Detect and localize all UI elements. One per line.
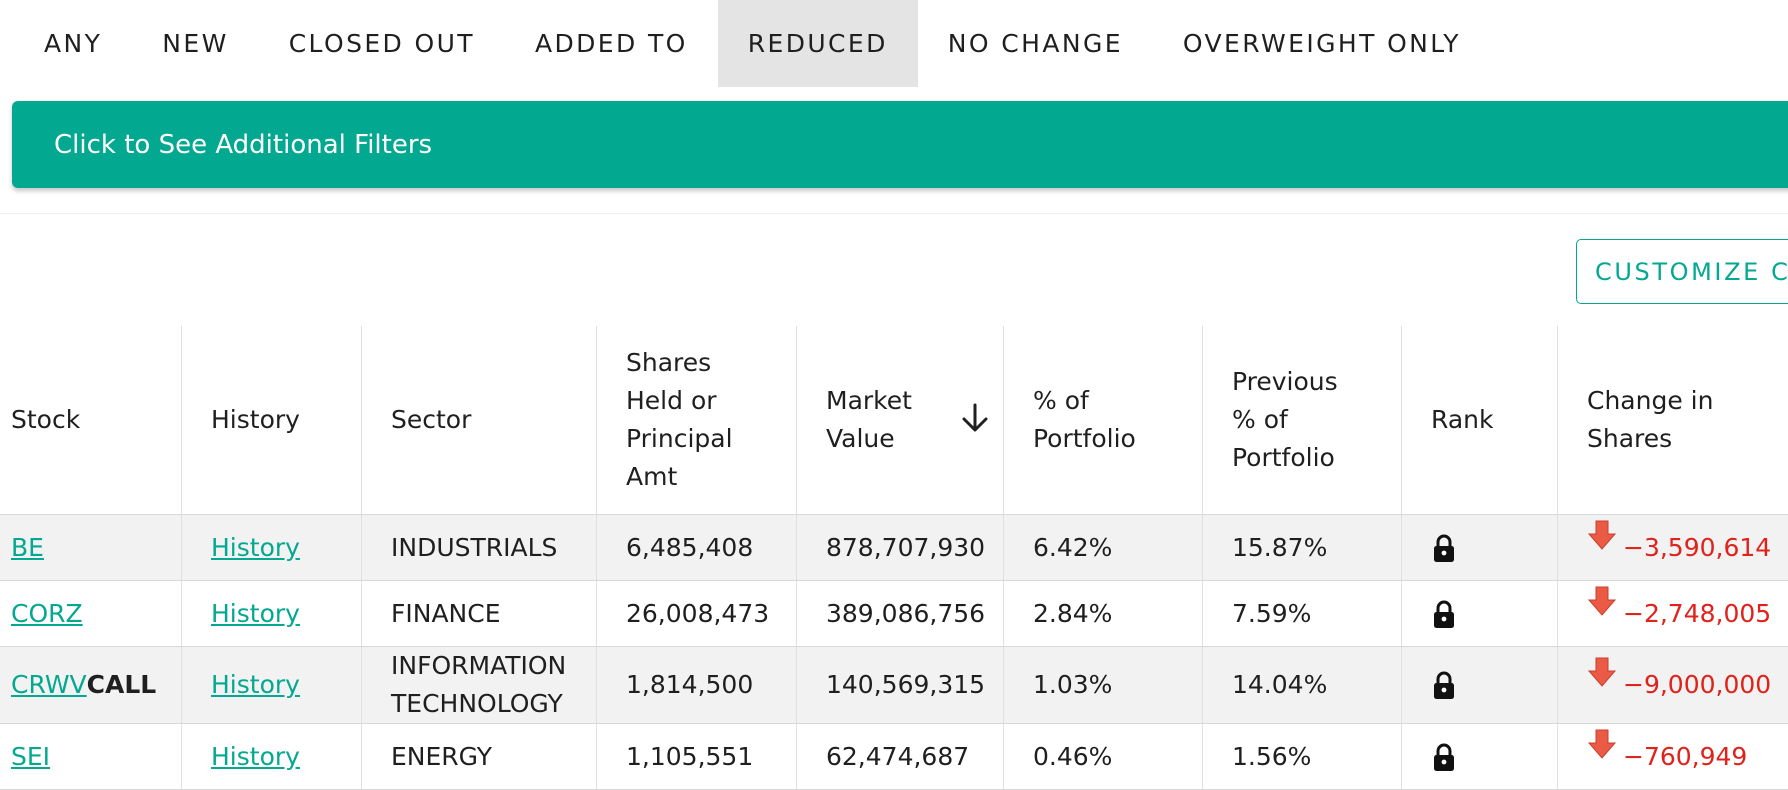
header-sector[interactable]: Sector [362, 326, 597, 514]
lock-icon[interactable] [1431, 670, 1457, 700]
header-rank[interactable]: Rank [1402, 326, 1558, 514]
down-arrow-icon [1587, 729, 1617, 759]
table-row: BE History INDUSTRIALS 6,485,408 878,707… [0, 515, 1788, 581]
sector-cell: ENERGY [362, 724, 597, 789]
sector-cell: INDUSTRIALS [362, 515, 597, 580]
header-shares[interactable]: Shares Held or Principal Amt [597, 326, 797, 514]
change-cell: −3,590,614 [1558, 515, 1788, 580]
history-link[interactable]: History [211, 670, 300, 699]
header-prev-pct-portfolio[interactable]: Previous % of Portfolio [1203, 326, 1402, 514]
sector-cell: FINANCE [362, 581, 597, 646]
sector-cell: INFORMATION TECHNOLOGY [362, 647, 597, 723]
lock-icon[interactable] [1431, 742, 1457, 772]
shares-cell: 1,814,500 [597, 647, 797, 723]
pct-cell: 6.42% [1004, 515, 1203, 580]
filter-tabs: ANY NEW CLOSED OUT ADDED TO REDUCED NO C… [0, 0, 1491, 87]
history-link[interactable]: History [211, 741, 300, 771]
lock-icon[interactable] [1431, 533, 1457, 563]
down-arrow-icon [1587, 586, 1617, 616]
change-cell: −9,000,000 [1558, 647, 1788, 723]
table-row: SEI History ENERGY 1,105,551 62,474,687 … [0, 724, 1788, 790]
customize-label: CUSTOMIZE C [1595, 257, 1788, 286]
tab-new[interactable]: NEW [162, 29, 229, 58]
tab-closed-out[interactable]: CLOSED OUT [288, 29, 475, 58]
table-header-row: Stock History Sector Shares Held or Prin… [0, 326, 1788, 515]
prev-pct-cell: 7.59% [1203, 581, 1402, 646]
table-row: CORZ History FINANCE 26,008,473 389,086,… [0, 581, 1788, 647]
down-arrow-icon [1587, 657, 1617, 687]
header-stock[interactable]: Stock [0, 326, 182, 514]
change-cell: −760,949 [1558, 724, 1788, 789]
header-change-in-shares[interactable]: Change in Shares [1587, 386, 1714, 453]
ticker-suffix: CALL [86, 670, 157, 699]
ticker-link[interactable]: SEI [11, 741, 51, 771]
header-history: History [182, 326, 362, 514]
shares-cell: 6,485,408 [597, 515, 797, 580]
market-value-cell: 878,707,930 [797, 515, 1004, 580]
history-link[interactable]: History [211, 598, 300, 628]
header-pct-portfolio[interactable]: % of Portfolio [1004, 326, 1203, 514]
history-link[interactable]: History [211, 532, 300, 562]
prev-pct-cell: 15.87% [1203, 515, 1402, 580]
header-market-value[interactable]: Market Value [797, 326, 1004, 514]
rank-cell [1402, 515, 1558, 580]
rank-cell [1402, 724, 1558, 789]
shares-cell: 26,008,473 [597, 581, 797, 646]
pct-cell: 2.84% [1004, 581, 1203, 646]
ticker-link[interactable]: BE [11, 532, 44, 562]
tab-no-change[interactable]: NO CHANGE [947, 29, 1123, 58]
rank-cell [1402, 647, 1558, 723]
table-row: CRWV CALL History INFORMATION TECHNOLOGY … [0, 647, 1788, 724]
prev-pct-cell: 1.56% [1203, 724, 1402, 789]
additional-filters-label: Click to See Additional Filters [54, 129, 433, 160]
market-value-cell: 389,086,756 [797, 581, 1004, 646]
tab-added-to[interactable]: ADDED TO [534, 29, 688, 58]
tab-reduced[interactable]: REDUCED [717, 0, 918, 87]
tab-any[interactable]: ANY [44, 29, 103, 58]
additional-filters-button[interactable]: Click to See Additional Filters [12, 101, 1788, 188]
shares-cell: 1,105,551 [597, 724, 797, 789]
prev-pct-cell: 14.04% [1203, 647, 1402, 723]
change-cell: −2,748,005 [1558, 581, 1788, 646]
ticker-link[interactable]: CORZ [11, 598, 83, 628]
market-value-cell: 140,569,315 [797, 647, 1004, 723]
lock-icon[interactable] [1431, 599, 1457, 629]
holdings-table: Stock History Sector Shares Held or Prin… [0, 326, 1788, 790]
pct-cell: 1.03% [1004, 647, 1203, 723]
rank-cell [1402, 581, 1558, 646]
down-arrow-icon [1587, 520, 1617, 550]
ticker-link[interactable]: CRWV [11, 670, 87, 699]
tab-overweight-only[interactable]: OVERWEIGHT ONLY [1182, 29, 1461, 58]
customize-columns-button[interactable]: CUSTOMIZE C [1576, 239, 1788, 304]
arrow-down-icon[interactable] [961, 402, 989, 434]
pct-cell: 0.46% [1004, 724, 1203, 789]
divider [0, 213, 1788, 214]
market-value-cell: 62,474,687 [797, 724, 1004, 789]
